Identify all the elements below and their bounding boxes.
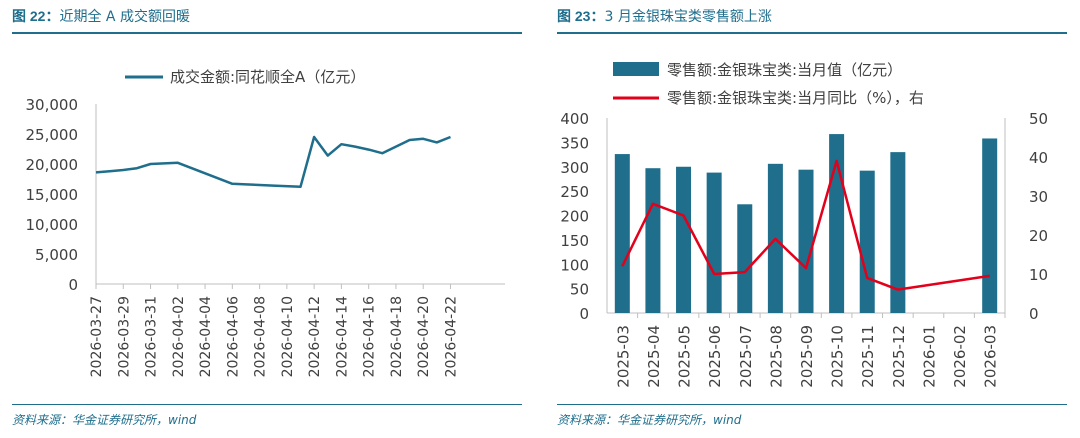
x-tick-label: 2025-03 [614, 325, 632, 388]
left-chart-panel: 图 22：近期全 A 成交额回暖 30,000 25,000 20,000 15,00… [0, 0, 530, 438]
x-tick-label: 2025-08 [767, 325, 785, 388]
left-y-tick-label: 350 [560, 134, 589, 152]
bar [798, 169, 814, 313]
right-title-rule [557, 32, 1067, 34]
x-tick-label: 2026-04-10 [280, 296, 296, 377]
y-tick-label: 15,000 [26, 186, 79, 204]
x-tick-label: 2025-04 [645, 325, 663, 388]
x-tick-label: 2026-04-06 [225, 296, 241, 377]
right-source-rule [557, 404, 1067, 405]
x-tick-label: 2025-10 [829, 325, 847, 388]
left-y-tick-label: 250 [560, 183, 589, 201]
right-source-note: 资料来源：华金证券研究所，wind [557, 413, 742, 427]
legend-line-label: 零售额:金银珠宝类:当月同比（%），右 [667, 89, 924, 107]
bar [676, 166, 692, 313]
x-tick-label: 2025-05 [676, 325, 694, 388]
x-tick-label: 2026-04-08 [253, 296, 269, 377]
right-chart-title: 图 23：3 月金银珠宝类零售额上涨 [557, 6, 772, 26]
left-figure-label: 图 22： [12, 8, 60, 24]
bar [706, 172, 722, 313]
left-title-rule [12, 32, 522, 34]
left-y-tick-label: 200 [560, 208, 589, 226]
right-combo-chart: 400350300250200150100500504030201002025-… [560, 61, 1048, 388]
left-y-tick-label: 50 [570, 281, 589, 299]
x-tick-label: 2026-03-27 [89, 296, 105, 377]
y-tick-label: 30,000 [26, 96, 79, 114]
legend-label: 成交金额:同花顺全A（亿元） [170, 68, 365, 86]
x-tick-label: 2026-03-31 [144, 296, 160, 377]
y-tick-label: 10,000 [26, 216, 79, 234]
x-tick-label: 2025-06 [706, 325, 724, 388]
x-tick-label: 2025-11 [859, 325, 877, 388]
left-y-tick-label: 300 [560, 159, 589, 177]
bar [645, 168, 661, 313]
left-y-tick-label: 400 [560, 110, 589, 128]
x-tick-label: 2026-04-02 [171, 296, 187, 377]
right-y-tick-label: 10 [1029, 266, 1048, 284]
left-chart-title: 图 22：近期全 A 成交额回暖 [12, 6, 190, 26]
left-source-rule [12, 404, 522, 405]
bar [890, 152, 906, 313]
x-tick-label: 2026-03 [982, 325, 1000, 388]
right-title-text: 3 月金银珠宝类零售额上涨 [604, 9, 772, 25]
right-y-tick-label: 20 [1029, 227, 1048, 245]
x-tick-label: 2026-04-22 [443, 296, 459, 377]
x-tick-label: 2025-07 [737, 325, 755, 388]
right-y-tick-label: 30 [1029, 188, 1048, 206]
x-tick-label: 2026-04-16 [362, 296, 378, 377]
x-tick-label: 2026-04-14 [334, 296, 350, 377]
y-tick-label: 20,000 [26, 156, 79, 174]
right-y-tick-label: 0 [1029, 305, 1039, 323]
bar [982, 138, 998, 313]
right-y-tick-label: 40 [1029, 149, 1048, 167]
left-source-note: 资料来源：华金证券研究所，wind [12, 413, 197, 427]
bar [737, 204, 753, 313]
x-tick-label: 2026-03-29 [116, 296, 132, 377]
left-title-text: 近期全 A 成交额回暖 [59, 9, 190, 25]
bar [859, 170, 875, 313]
legend-bar-label: 零售额:金银珠宝类:当月值（亿元） [667, 61, 902, 79]
x-tick-label: 2026-04-20 [416, 296, 432, 377]
x-tick-label: 2026-04-18 [389, 296, 405, 377]
right-figure-label: 图 23： [557, 8, 605, 24]
y-tick-label: 25,000 [26, 126, 79, 144]
left-y-tick-label: 150 [560, 232, 589, 250]
left-y-tick-label: 100 [560, 256, 589, 274]
x-tick-label: 2026-01 [920, 325, 938, 388]
legend-bar-swatch [613, 62, 659, 76]
x-tick-label: 2026-04-04 [198, 296, 214, 377]
x-tick-label: 2025-09 [798, 325, 816, 388]
right-y-tick-label: 50 [1029, 110, 1048, 128]
x-tick-label: 2025-12 [890, 325, 908, 388]
bar [614, 154, 630, 313]
series-line [95, 135, 451, 189]
x-tick-label: 2026-04-12 [307, 296, 323, 377]
left-line-chart: 30,000 25,000 20,000 15,000 10,000 5,000 0 2026… [26, 68, 505, 377]
y-tick-label: 5,000 [35, 246, 78, 264]
x-tick-label: 2026-02 [951, 325, 969, 388]
right-chart-panel: 图 23：3 月金银珠宝类零售额上涨 400 350 300 250 200 150 100… [545, 0, 1080, 438]
y-tick-label: 0 [68, 276, 78, 294]
left-y-tick-label: 0 [579, 305, 589, 323]
